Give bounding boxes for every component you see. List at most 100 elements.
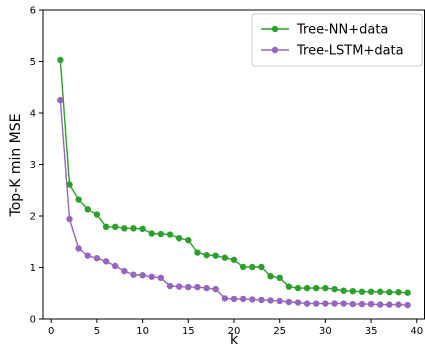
- y-tick-label: 4: [30, 109, 36, 120]
- data-point: [249, 296, 256, 303]
- data-point: [157, 230, 165, 238]
- data-point: [157, 274, 165, 281]
- x-tick-label: 15: [182, 326, 195, 337]
- data-point: [267, 297, 274, 304]
- data-point: [340, 287, 347, 294]
- data-point: [212, 252, 219, 259]
- data-point: [166, 282, 174, 290]
- x-axis-ticks: 0 5 10 15 20 25 30 35 40: [48, 319, 423, 337]
- x-tick-label: 40: [410, 326, 423, 337]
- data-point: [194, 249, 201, 256]
- legend-label: Tree-NN+data: [296, 23, 388, 38]
- legend-box: [251, 13, 423, 67]
- data-point: [331, 285, 338, 293]
- data-point: [267, 273, 274, 280]
- data-point: [84, 206, 91, 213]
- data-point: [148, 273, 155, 280]
- data-point: [349, 287, 357, 295]
- data-point: [258, 296, 265, 304]
- data-point: [358, 288, 366, 295]
- data-point: [175, 234, 183, 242]
- data-point: [303, 284, 311, 292]
- data-point: [203, 284, 210, 292]
- series-line: [59, 100, 408, 306]
- data-point: [194, 283, 201, 291]
- y-tick-label: 0: [30, 315, 36, 326]
- data-point: [57, 56, 64, 64]
- data-point: [239, 263, 247, 271]
- series-tree-nn-data: [57, 56, 411, 296]
- data-point: [395, 289, 402, 296]
- data-point: [130, 271, 137, 278]
- data-point: [294, 284, 302, 292]
- data-point: [139, 225, 146, 233]
- data-point: [331, 300, 338, 307]
- data-point: [395, 301, 402, 308]
- data-point: [239, 295, 247, 303]
- series-tree-lstm-data: [57, 96, 411, 309]
- data-point: [230, 256, 238, 263]
- data-point: [111, 223, 119, 231]
- data-point: [57, 96, 64, 104]
- data-point: [221, 295, 229, 302]
- legend-marker: [271, 46, 279, 54]
- data-point: [84, 252, 91, 259]
- y-axis-label: Top-K min MSE: [8, 114, 24, 218]
- data-point: [367, 288, 375, 295]
- data-point: [377, 301, 384, 308]
- data-point: [148, 230, 155, 237]
- y-tick-label: 6: [30, 6, 36, 17]
- data-point: [221, 254, 229, 261]
- data-point: [367, 300, 375, 308]
- data-point: [93, 211, 101, 218]
- data-point: [75, 196, 82, 203]
- series-layer: [57, 56, 411, 309]
- data-point: [249, 263, 256, 271]
- legend: Tree-NN+data Tree-LSTM+data: [251, 13, 423, 67]
- data-point: [340, 300, 347, 307]
- data-point: [404, 289, 411, 296]
- y-tick-label: 3: [30, 160, 36, 171]
- data-point: [285, 298, 293, 306]
- y-tick-label: 1: [30, 263, 36, 274]
- data-point: [322, 300, 329, 307]
- legend-entry: Tree-NN+data: [261, 23, 388, 38]
- x-tick-label: 5: [94, 326, 100, 337]
- data-point: [313, 300, 320, 307]
- data-point: [303, 300, 311, 307]
- data-point: [276, 297, 283, 305]
- data-point: [111, 262, 119, 270]
- data-point: [93, 255, 101, 262]
- legend-entry: Tree-LSTM+data: [261, 44, 404, 59]
- x-axis-label: k: [230, 332, 239, 348]
- data-point: [377, 288, 384, 295]
- data-point: [75, 245, 82, 252]
- x-tick-label: 30: [319, 326, 332, 337]
- data-point: [130, 225, 137, 232]
- x-tick-label: 10: [136, 326, 149, 337]
- x-tick-label: 20: [228, 326, 241, 337]
- data-point: [212, 285, 219, 293]
- data-point: [121, 225, 128, 232]
- data-point: [358, 300, 366, 308]
- y-axis-ticks: 0 1 2 3 4 5 6: [30, 6, 43, 326]
- data-point: [203, 251, 210, 259]
- data-point: [166, 231, 174, 238]
- data-point: [66, 215, 73, 223]
- data-point: [276, 274, 283, 281]
- data-point: [139, 272, 146, 279]
- data-point: [404, 301, 411, 309]
- legend-marker: [271, 25, 279, 33]
- data-point: [285, 283, 293, 290]
- data-point: [175, 283, 183, 290]
- y-tick-label: 5: [30, 57, 36, 68]
- data-point: [313, 284, 320, 292]
- data-point: [294, 299, 302, 306]
- x-tick-label: 35: [365, 326, 378, 337]
- data-point: [102, 258, 110, 265]
- y-tick-label: 2: [30, 212, 36, 223]
- data-point: [386, 289, 393, 296]
- legend-label: Tree-LSTM+data: [296, 44, 404, 59]
- data-point: [185, 237, 192, 244]
